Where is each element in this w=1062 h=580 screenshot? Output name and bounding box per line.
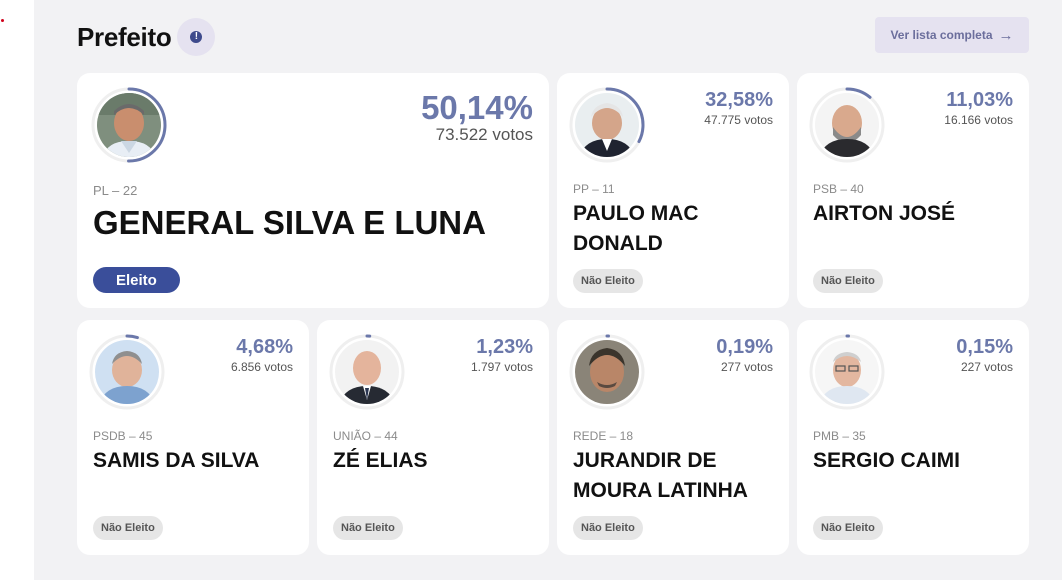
vote-share-ring bbox=[91, 87, 167, 163]
candidate-card[interactable]: 0,15% 227 votos PMB – 35 SERGIO CAIMI Nã… bbox=[797, 320, 1029, 555]
candidate-avatar bbox=[569, 334, 645, 410]
vote-count: 1.797 votos bbox=[470, 360, 533, 374]
vote-percentage: 0,19% bbox=[716, 336, 773, 358]
vote-count: 73.522 votos bbox=[435, 125, 533, 144]
vote-count: 47.775 votos bbox=[704, 113, 773, 127]
candidate-name: GENERAL SILVA E LUNA bbox=[93, 204, 486, 241]
candidate-avatar bbox=[809, 334, 885, 410]
vote-percentage: 4,68% bbox=[236, 336, 293, 358]
candidate-name: AIRTON JOSÉ bbox=[813, 202, 955, 225]
status-badge: Não Eleito bbox=[93, 516, 163, 540]
party-number: REDE – 18 bbox=[573, 429, 634, 443]
left-edge-dot bbox=[1, 19, 4, 22]
candidate-card[interactable]: 32,58% 47.775 votos PP – 11 PAULO MAC DO… bbox=[557, 73, 789, 308]
candidate-card[interactable]: 1,23% 1.797 votos UNIÃO – 44 ZÉ ELIAS Nã… bbox=[317, 320, 549, 555]
section-header: Prefeito ! bbox=[77, 16, 216, 58]
party-number: PMB – 35 bbox=[813, 429, 866, 443]
candidate-avatar bbox=[569, 87, 645, 163]
candidate-name: ZÉ ELIAS bbox=[333, 449, 428, 472]
avatar-photo bbox=[575, 93, 639, 157]
status-badge: Não Eleito bbox=[573, 516, 643, 540]
avatar-photo bbox=[97, 93, 161, 157]
vote-percentage: 32,58% bbox=[705, 89, 773, 111]
vote-count: 16.166 votos bbox=[944, 113, 1013, 127]
status-badge: Não Eleito bbox=[573, 269, 643, 293]
arrow-right-icon: → bbox=[998, 26, 1014, 44]
candidate-avatar bbox=[809, 87, 885, 163]
party-number: PSB – 40 bbox=[813, 182, 864, 196]
party-number: PSDB – 45 bbox=[93, 429, 153, 443]
full-list-button[interactable]: Ver lista completa → bbox=[875, 17, 1029, 53]
vote-percentage: 0,15% bbox=[956, 336, 1013, 358]
avatar-photo bbox=[575, 340, 639, 404]
vote-count: 227 votos bbox=[960, 360, 1013, 374]
candidate-avatar bbox=[91, 87, 167, 163]
info-icon: ! bbox=[190, 31, 203, 43]
avatar-photo bbox=[815, 93, 879, 157]
candidate-card[interactable]: 11,03% 16.166 votos PSB – 40 AIRTON JOSÉ… bbox=[797, 73, 1029, 308]
candidate-avatar bbox=[89, 334, 165, 410]
vote-share-ring bbox=[89, 334, 165, 410]
party-number: UNIÃO – 44 bbox=[333, 429, 398, 443]
candidate-card[interactable]: 0,19% 277 votos REDE – 18 JURANDIR DE MO… bbox=[557, 320, 789, 555]
results-panel: Prefeito ! Ver lista completa → bbox=[34, 0, 1062, 580]
vote-share-ring bbox=[569, 334, 645, 410]
vote-count: 6.856 votos bbox=[230, 360, 293, 374]
avatar-photo bbox=[95, 340, 159, 404]
candidate-card[interactable]: 4,68% 6.856 votos PSDB – 45 SAMIS DA SIL… bbox=[77, 320, 309, 555]
status-badge: Não Eleito bbox=[813, 516, 883, 540]
vote-percentage: 1,23% bbox=[476, 336, 533, 358]
avatar-photo bbox=[335, 340, 399, 404]
vote-share-ring bbox=[329, 334, 405, 410]
vote-percentage: 50,14% bbox=[421, 89, 533, 126]
candidate-avatar bbox=[329, 334, 405, 410]
status-badge: Não Eleito bbox=[813, 269, 883, 293]
info-button[interactable]: ! bbox=[177, 18, 216, 56]
full-list-label: Ver lista completa bbox=[890, 28, 993, 42]
vote-share-ring bbox=[569, 87, 645, 163]
status-badge: Eleito bbox=[93, 267, 180, 293]
vote-count: 277 votos bbox=[720, 360, 773, 374]
party-number: PP – 11 bbox=[573, 182, 615, 196]
candidate-name: JURANDIR DE MOURA LATINHA bbox=[573, 449, 748, 502]
vote-share-ring bbox=[809, 87, 885, 163]
status-badge: Não Eleito bbox=[333, 516, 403, 540]
page-title: Prefeito bbox=[77, 21, 172, 52]
candidate-name: SAMIS DA SILVA bbox=[93, 449, 260, 472]
vote-percentage: 11,03% bbox=[946, 89, 1013, 111]
candidate-name: SERGIO CAIMI bbox=[813, 449, 961, 472]
candidate-name: PAULO MAC DONALD bbox=[573, 202, 699, 255]
vote-share-ring bbox=[809, 334, 885, 410]
avatar-photo bbox=[815, 340, 879, 404]
candidate-card-featured[interactable]: 50,14% 73.522 votos PL – 22 GENERAL SILV… bbox=[77, 73, 549, 308]
party-number: PL – 22 bbox=[93, 183, 138, 198]
